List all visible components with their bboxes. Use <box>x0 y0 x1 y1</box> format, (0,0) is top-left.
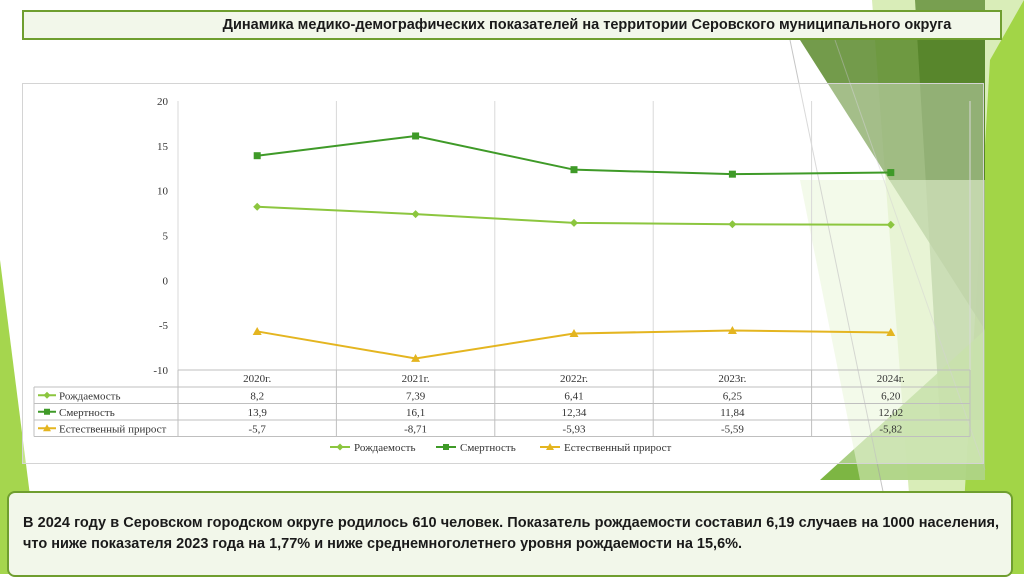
chart-series <box>252 132 896 362</box>
marker-point <box>727 325 737 334</box>
marker-point <box>252 326 262 335</box>
summary-text: В 2024 году в Серовском городском округе… <box>23 515 999 552</box>
marker-point <box>253 152 261 160</box>
marker-point <box>411 210 420 219</box>
category-label: 2024г. <box>877 373 905 385</box>
table-legend-marker <box>44 408 50 415</box>
deco-diagonal-line <box>789 39 901 574</box>
table-cell-value: 12,02 <box>878 407 903 419</box>
table-row-label: Рождаемость <box>59 390 120 402</box>
y-tick-label: 10 <box>157 186 169 198</box>
table-legend-marker <box>43 391 51 399</box>
marker-point <box>569 329 579 338</box>
table-cell-value: 6,25 <box>723 390 743 402</box>
legend-label: Рождаемость <box>354 442 415 454</box>
table-cell-value: 8,2 <box>250 390 264 402</box>
y-tick-label: -5 <box>159 320 169 332</box>
title-box: Динамика медико-демографических показате… <box>22 10 1002 40</box>
category-label: 2021г. <box>402 373 430 385</box>
page-title: Динамика медико-демографических показате… <box>222 17 952 33</box>
marker-point <box>412 132 420 140</box>
category-label: 2020г. <box>243 373 271 385</box>
marker-point <box>886 220 895 229</box>
chart-frame <box>22 83 984 464</box>
marker-point <box>728 220 737 229</box>
deco-right-faint <box>800 180 985 480</box>
table-cell-value: 7,39 <box>406 390 426 402</box>
legend-label: Естественный прирост <box>564 442 671 454</box>
y-tick-label: 0 <box>163 275 169 287</box>
table-cell-value: 6,20 <box>881 390 901 402</box>
data-table: 2020г. 2021г. 2022г. 2023г. 2024г. Рождаемост… <box>33 369 971 437</box>
y-axis: 20 15 10 5 0 -5 -10 <box>153 96 168 377</box>
y-tick-label: 15 <box>157 141 169 153</box>
table-cell-value: 13,9 <box>248 407 268 419</box>
marker-point <box>253 202 262 211</box>
summary-box: В 2024 году в Серовском городском округе… <box>7 491 1013 577</box>
category-label: 2023г. <box>718 373 746 385</box>
legend-marker <box>443 444 449 450</box>
table-cell-value: 6,41 <box>564 390 583 402</box>
marker-point <box>886 328 896 337</box>
chart-legend: Рождаемость Смертность Естественный прирос… <box>330 442 671 454</box>
table-legend-marker <box>43 424 51 432</box>
marker-point <box>570 166 578 174</box>
table-cell-value: -5,82 <box>879 423 902 435</box>
legend-marker <box>546 443 554 450</box>
table-row-label: Смертность <box>59 407 115 419</box>
deco-diagonal-line-2 <box>834 39 986 471</box>
marker-point <box>887 169 895 177</box>
table-cell-value: -5,7 <box>248 423 266 435</box>
marker-point <box>728 170 736 178</box>
y-tick-label: -10 <box>153 365 168 377</box>
table-row-label: Естественный прирост <box>59 423 166 435</box>
table-cell-value: 16,1 <box>406 407 425 419</box>
marker-point <box>570 218 578 227</box>
table-cell-value: -5,93 <box>563 423 586 435</box>
table-cell-value: 11,84 <box>720 407 745 419</box>
category-label: 2022г. <box>560 373 588 385</box>
legend-marker <box>336 443 344 451</box>
y-tick-label: 5 <box>163 231 169 243</box>
table-cell-value: -8,71 <box>404 423 427 435</box>
legend-label: Смертность <box>460 442 516 454</box>
marker-point <box>411 353 421 362</box>
chart-grid <box>177 101 971 370</box>
y-tick-label: 20 <box>157 96 169 108</box>
table-cell-value: -5,59 <box>721 423 744 435</box>
table-cell-value: 12,34 <box>562 407 587 419</box>
